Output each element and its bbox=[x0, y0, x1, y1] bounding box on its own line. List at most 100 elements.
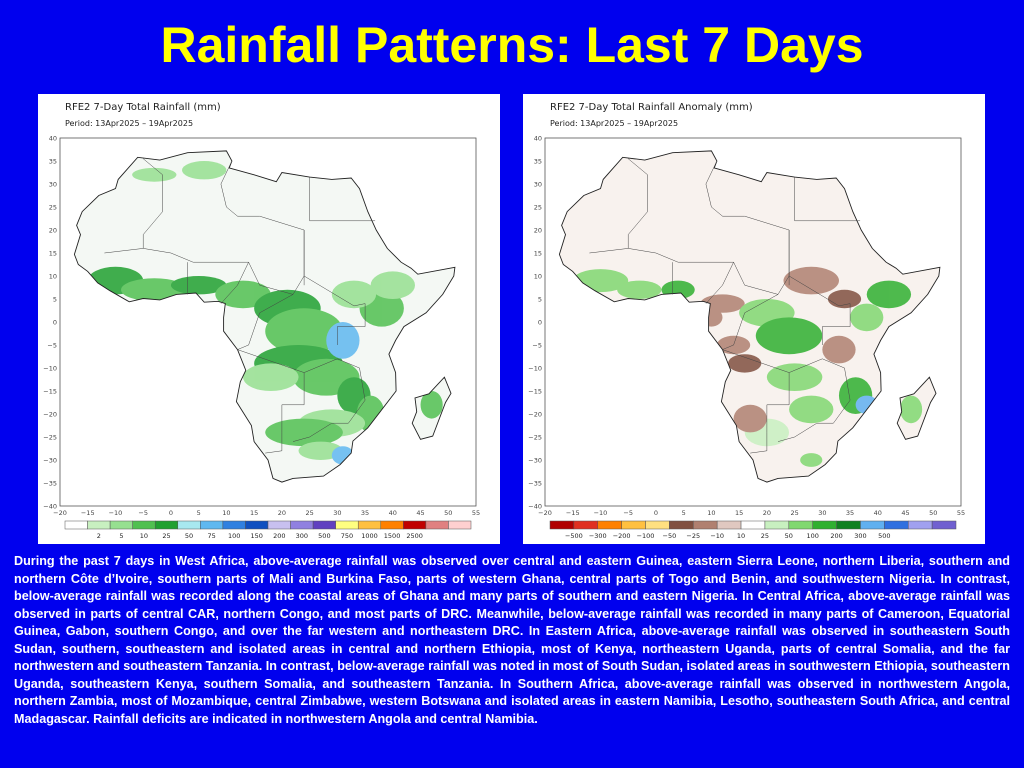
lat-tick-label: 0 bbox=[538, 319, 542, 327]
legend-swatch bbox=[245, 520, 269, 530]
legend-swatch bbox=[154, 520, 179, 530]
lon-tick-label: 15 bbox=[735, 509, 743, 517]
lon-tick-label: 35 bbox=[846, 509, 854, 517]
rainfall-patch bbox=[866, 280, 912, 309]
legend-label: 500 bbox=[878, 532, 890, 540]
legend-swatch bbox=[669, 520, 694, 530]
rainfall-field bbox=[572, 266, 923, 467]
lat-tick-label: 20 bbox=[534, 227, 542, 235]
lat-tick-label: −40 bbox=[528, 503, 542, 511]
legend-label: −500 bbox=[565, 532, 583, 540]
lon-tick-label: 0 bbox=[169, 509, 173, 517]
lat-tick-label: 0 bbox=[53, 319, 57, 327]
rainfall-patch bbox=[617, 280, 662, 299]
country-border bbox=[292, 358, 366, 442]
legend-label: 750 bbox=[341, 532, 353, 540]
rainfall-patch bbox=[766, 363, 823, 392]
country-border bbox=[309, 177, 376, 222]
legend-swatch bbox=[812, 520, 837, 530]
lon-tick-label: 40 bbox=[874, 509, 882, 517]
rainfall-patch bbox=[420, 391, 443, 419]
lon-tick-label: −20 bbox=[538, 509, 552, 517]
lat-tick-label: −20 bbox=[528, 411, 542, 419]
lat-tick-label: −5 bbox=[47, 342, 57, 350]
rainfall-patch bbox=[822, 335, 856, 364]
rainfall-patch bbox=[243, 363, 299, 392]
lat-tick-label: −30 bbox=[528, 457, 542, 465]
lon-tick-label: 0 bbox=[654, 509, 658, 517]
lon-tick-label: −5 bbox=[138, 509, 148, 517]
lat-tick-label: −25 bbox=[43, 434, 57, 442]
legend-label: −10 bbox=[710, 532, 724, 540]
lat-tick-label: 5 bbox=[538, 296, 542, 304]
rainfall-patch bbox=[789, 395, 834, 424]
legend-swatch bbox=[860, 520, 885, 530]
legend-swatch bbox=[716, 520, 742, 530]
country-border bbox=[794, 177, 861, 222]
legend-label: −100 bbox=[637, 532, 655, 540]
rainfall-anomaly-map: 4035302520151050−5−10−15−20−25−30−35−40−… bbox=[528, 135, 965, 541]
legend-swatch bbox=[380, 520, 404, 530]
legend-swatch bbox=[425, 520, 449, 530]
legend-label: 300 bbox=[296, 532, 308, 540]
legend-swatch bbox=[549, 520, 575, 530]
legend-swatch bbox=[87, 520, 111, 530]
lat-tick-label: 15 bbox=[49, 250, 57, 258]
total-rainfall-map: 4035302520151050−5−10−15−20−25−30−35−40−… bbox=[43, 135, 480, 541]
lon-tick-label: −10 bbox=[109, 509, 123, 517]
country-border bbox=[589, 158, 648, 254]
legend-label: 50 bbox=[185, 532, 193, 540]
lon-tick-label: 40 bbox=[389, 509, 397, 517]
lon-tick-label: 55 bbox=[957, 509, 965, 517]
lon-tick-label: −15 bbox=[566, 509, 580, 517]
lon-tick-label: −10 bbox=[594, 509, 608, 517]
rainfall-patch bbox=[265, 308, 343, 355]
lat-tick-label: −30 bbox=[43, 457, 57, 465]
legend-swatch bbox=[836, 520, 861, 530]
lat-tick-label: 25 bbox=[49, 204, 57, 212]
lat-tick-label: 30 bbox=[534, 181, 542, 189]
lat-tick-label: 25 bbox=[534, 204, 542, 212]
legend-swatch bbox=[740, 520, 766, 530]
legend-swatch bbox=[788, 520, 813, 530]
legend-label: 10 bbox=[140, 532, 148, 540]
country-border bbox=[237, 230, 305, 350]
summary-text: During the past 7 days in West Africa, a… bbox=[14, 554, 1010, 726]
country-border bbox=[705, 262, 734, 304]
rainfall-patch bbox=[728, 354, 762, 373]
legend-label: 500 bbox=[318, 532, 330, 540]
country-border bbox=[143, 248, 294, 295]
rainfall-patch bbox=[827, 289, 862, 309]
map-period: Period: 13Apr2025 – 19Apr2025 bbox=[550, 119, 679, 128]
country-border bbox=[722, 349, 790, 454]
lon-tick-label: 50 bbox=[444, 509, 452, 517]
lat-tick-label: −20 bbox=[43, 411, 57, 419]
lon-tick-label: 20 bbox=[278, 509, 286, 517]
lat-tick-label: −25 bbox=[528, 434, 542, 442]
lon-tick-label: 30 bbox=[333, 509, 341, 517]
lat-tick-label: 5 bbox=[53, 296, 57, 304]
legend-label: 2500 bbox=[406, 532, 423, 540]
legend-label: 5 bbox=[119, 532, 123, 540]
legend-swatch bbox=[403, 520, 427, 530]
lat-tick-label: 20 bbox=[49, 227, 57, 235]
lon-tick-label: 30 bbox=[818, 509, 826, 517]
rainfall-patch bbox=[850, 303, 884, 332]
legend-swatch bbox=[931, 520, 957, 530]
rainfall-patch bbox=[783, 266, 839, 295]
legend-label: −50 bbox=[663, 532, 677, 540]
legend-label: −200 bbox=[613, 532, 631, 540]
lat-tick-label: −10 bbox=[43, 365, 57, 373]
legend-swatch bbox=[177, 520, 201, 530]
lat-tick-label: −35 bbox=[528, 480, 542, 488]
rainfall-field bbox=[87, 161, 443, 465]
lat-tick-label: −10 bbox=[528, 365, 542, 373]
legend-label: 200 bbox=[830, 532, 842, 540]
legend-swatch bbox=[132, 520, 156, 530]
country-border bbox=[104, 158, 163, 254]
country-border bbox=[788, 275, 851, 345]
lat-tick-label: 15 bbox=[534, 250, 542, 258]
rainfall-patch bbox=[700, 294, 745, 313]
legend-swatch bbox=[64, 520, 88, 530]
map-title: RFE2 7-Day Total Rainfall (mm) bbox=[65, 102, 221, 113]
